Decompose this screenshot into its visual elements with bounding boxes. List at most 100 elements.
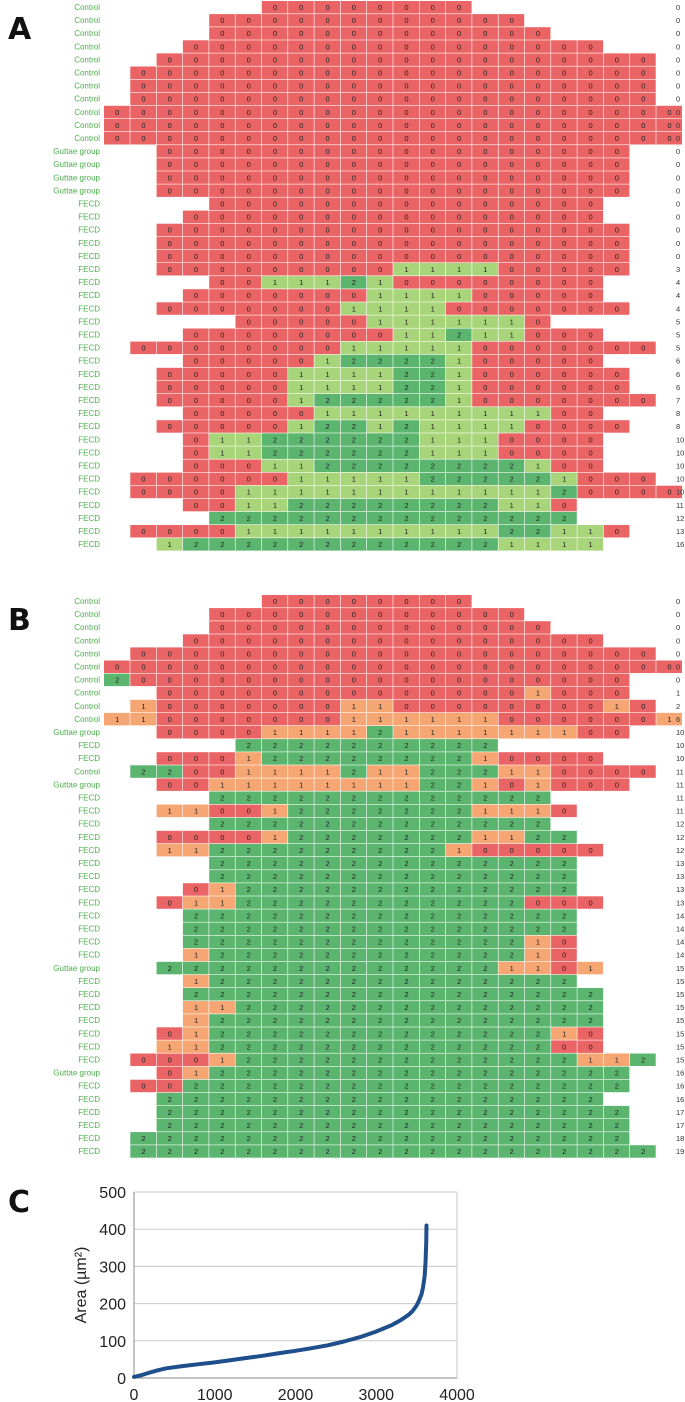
heatmap-cell: [419, 1053, 446, 1066]
heatmap-cell: [209, 289, 235, 302]
cell-value: 1: [273, 462, 277, 471]
heatmap-cell: [419, 171, 446, 184]
cell-value: 1: [483, 435, 487, 444]
row-label: Control: [74, 623, 100, 632]
cell-value: 0: [325, 134, 329, 143]
cell-value: 2: [273, 990, 277, 999]
heatmap-cell: [156, 485, 183, 499]
heatmap-cell: [551, 1014, 577, 1027]
cell-value: 2: [483, 794, 487, 803]
heatmap-cell: [419, 446, 446, 459]
x-tick-label: 0: [130, 1387, 139, 1402]
heatmap-cell: [524, 263, 551, 276]
cell-value: 0: [510, 383, 514, 392]
heatmap-cell: [314, 1, 341, 14]
heatmap-cell: [209, 1132, 235, 1145]
heatmap-cell: [445, 197, 472, 210]
cell-value: 2: [273, 1147, 277, 1156]
cell-value: 1: [483, 807, 487, 816]
heatmap-cell: [524, 302, 551, 315]
heatmap-cell: [498, 1001, 525, 1014]
cell-value: 0: [588, 252, 592, 261]
heatmap-cell: [551, 1066, 577, 1080]
heatmap-cell: [261, 870, 288, 883]
cell-value: 0: [588, 226, 592, 235]
cell-value: 0: [483, 200, 487, 209]
cell-value: 0: [483, 108, 487, 117]
heatmap-cell: [182, 210, 209, 224]
heatmap-cell: [498, 394, 525, 407]
heatmap-cell: [235, 380, 262, 394]
cell-value: 0: [299, 409, 303, 418]
cell-value: 2: [457, 501, 461, 510]
heatmap-cell: [551, 328, 577, 341]
cell-value: 2: [562, 1082, 566, 1091]
row-label: Control: [74, 689, 100, 698]
cell-value: 0: [325, 82, 329, 91]
heatmap-cell: [182, 752, 209, 765]
heatmap-cell: [393, 1145, 419, 1158]
cell-value: 2: [562, 859, 566, 868]
cell-value: 2: [510, 872, 514, 881]
heatmap-cell: [209, 511, 235, 525]
heatmap-cell: [393, 1119, 419, 1132]
cell-value: 2: [431, 383, 435, 392]
cell-value: 0: [273, 623, 277, 632]
cell-value: 2: [588, 1095, 592, 1104]
heatmap-cell: [393, 328, 419, 341]
cell-value: 2: [483, 925, 487, 934]
cell-value: 0: [220, 527, 224, 536]
heatmap-cell: [156, 367, 183, 381]
heatmap-cell: [314, 145, 341, 158]
cell-value: 0: [431, 29, 435, 38]
heatmap-cell: [551, 909, 577, 922]
cell-value: 0: [299, 252, 303, 261]
heatmap-cell: [419, 132, 446, 145]
heatmap-cell: [445, 712, 472, 726]
cell-value: 2: [325, 938, 329, 947]
cell-value: 0: [325, 689, 329, 698]
heatmap-cell: [367, 1040, 393, 1053]
heatmap-cell: [209, 935, 235, 949]
cell-value: 0: [615, 69, 619, 78]
cell-value: 1: [562, 475, 566, 484]
row-label: Guttae group: [53, 173, 100, 182]
heatmap-cell: [104, 712, 130, 726]
heatmap-cell: [393, 830, 419, 844]
cell-value: 0: [247, 610, 251, 619]
cell-value: 0: [220, 357, 224, 366]
cell-value: 2: [641, 1056, 645, 1065]
row-label: FECD: [78, 820, 100, 829]
cell-value: 0: [247, 689, 251, 698]
heatmap-cell: [209, 1145, 235, 1158]
cell-value: 0: [536, 344, 540, 353]
cell-value: 2: [352, 448, 356, 457]
row-label: FECD: [78, 859, 100, 868]
heatmap-cell: [445, 1001, 472, 1014]
heatmap-cell: [393, 1066, 419, 1080]
heatmap-cell: [419, 236, 446, 250]
heatmap-cell: [288, 1145, 314, 1158]
heatmap-cell: [261, 817, 288, 831]
cell-value: 0: [299, 344, 303, 353]
heatmap-cell: [314, 446, 341, 459]
heatmap-cell: [472, 647, 498, 660]
heatmap-cell: [340, 726, 367, 739]
heatmap-cell: [393, 791, 419, 804]
heatmap-cell: [340, 92, 367, 106]
heatmap-cell: [209, 236, 235, 250]
cell-value: 0: [431, 689, 435, 698]
heatmap-cell: [419, 1105, 446, 1119]
heatmap-cell: [314, 249, 341, 263]
cell-value: 2: [247, 1121, 251, 1130]
cell-value: 2: [247, 846, 251, 855]
cell-value: 0: [352, 134, 356, 143]
heatmap-cell: [656, 660, 682, 673]
cell-value: 0: [220, 95, 224, 104]
cell-value: 1: [404, 715, 408, 724]
cell-value: 0: [220, 702, 224, 711]
cell-value: 0: [352, 676, 356, 685]
row-label: Control: [74, 42, 100, 51]
cell-value: 0: [378, 200, 382, 209]
heatmap-cell: [603, 1145, 630, 1158]
